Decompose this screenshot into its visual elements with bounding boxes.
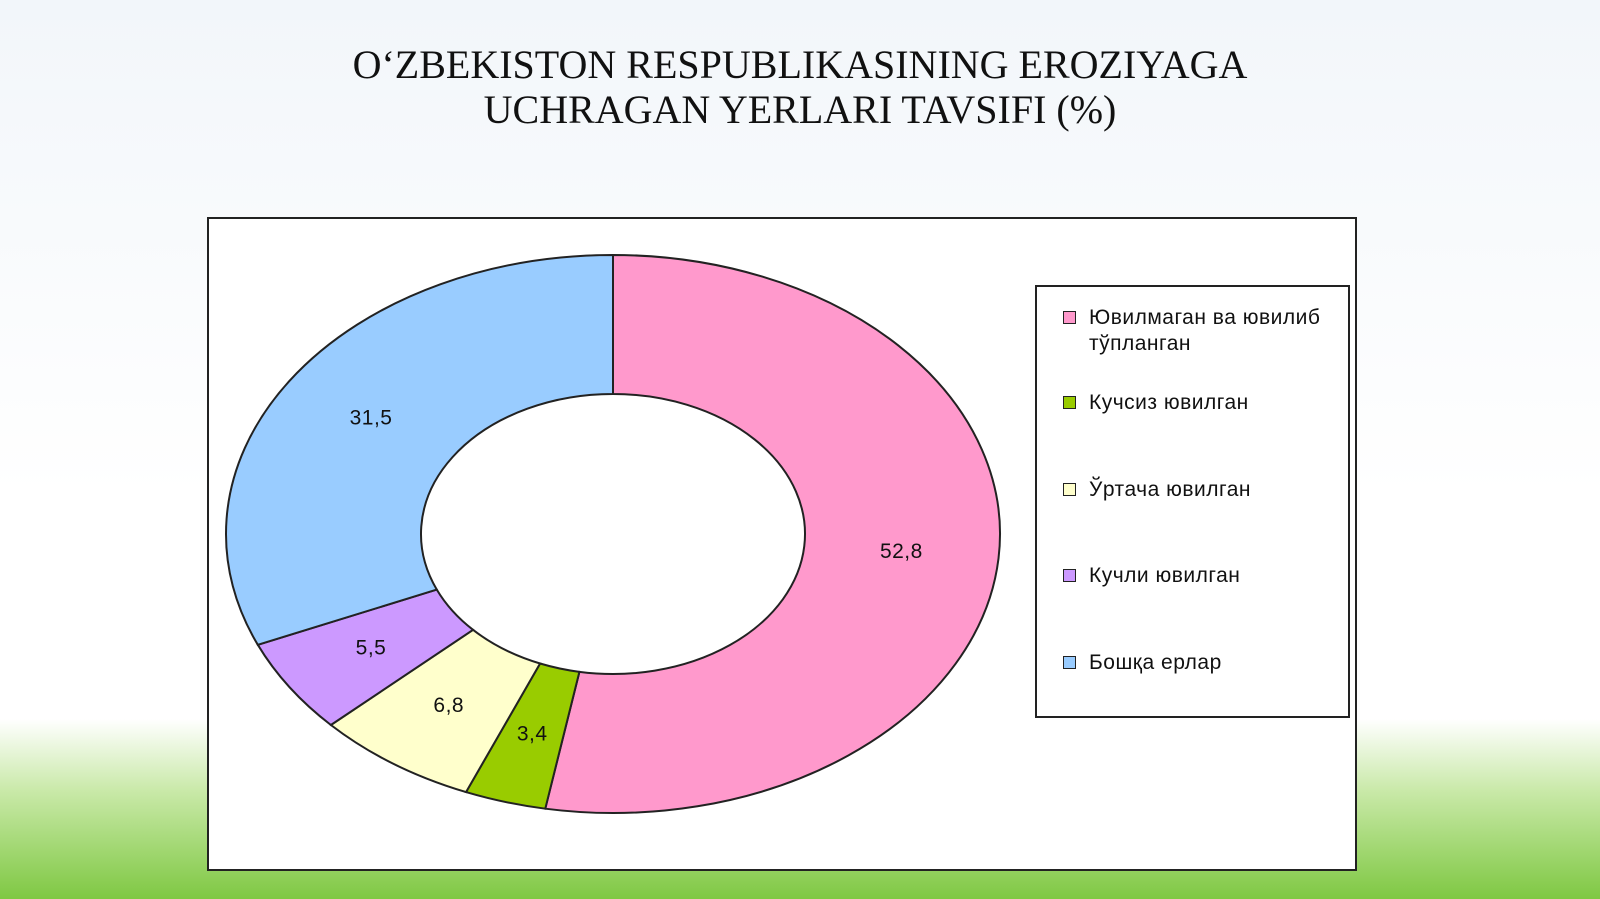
legend: Ювилмаган ва ювилиб тўпланган Кучсиз ювил… xyxy=(1035,285,1350,718)
legend-item: Ўртача ювилган xyxy=(1063,477,1333,503)
data-label: 52,8 xyxy=(880,540,923,563)
legend-swatch xyxy=(1063,656,1076,669)
legend-item: Бошқа ерлар xyxy=(1063,650,1333,676)
data-label: 6,8 xyxy=(433,694,464,717)
chart-title: O‘ZBEKISTON RESPUBLIKASINING EROZIYAGA U… xyxy=(352,42,1248,132)
legend-swatch xyxy=(1063,396,1076,409)
legend-label: Ўртача ювилган xyxy=(1089,478,1251,501)
legend-item: Кучсиз ювилган xyxy=(1063,390,1333,416)
donut-segment xyxy=(544,253,1001,814)
legend-label: Бошқа ерлар xyxy=(1089,651,1222,674)
legend-label: Кучли ювилган xyxy=(1089,564,1241,587)
legend-item: Ювилмаган ва ювилиб тўпланган xyxy=(1063,305,1333,357)
legend-item: Кучли ювилган xyxy=(1063,563,1333,589)
legend-label: Кучсиз ювилган xyxy=(1089,391,1249,414)
legend-swatch xyxy=(1063,569,1076,582)
data-label: 5,5 xyxy=(356,637,387,660)
legend-swatch xyxy=(1063,483,1076,496)
data-label: 3,4 xyxy=(517,723,548,746)
legend-label: Ювилмаган ва ювилиб тўпланган xyxy=(1089,306,1321,355)
donut-segment xyxy=(225,253,614,646)
data-label: 31,5 xyxy=(350,407,393,430)
legend-swatch xyxy=(1063,311,1076,324)
